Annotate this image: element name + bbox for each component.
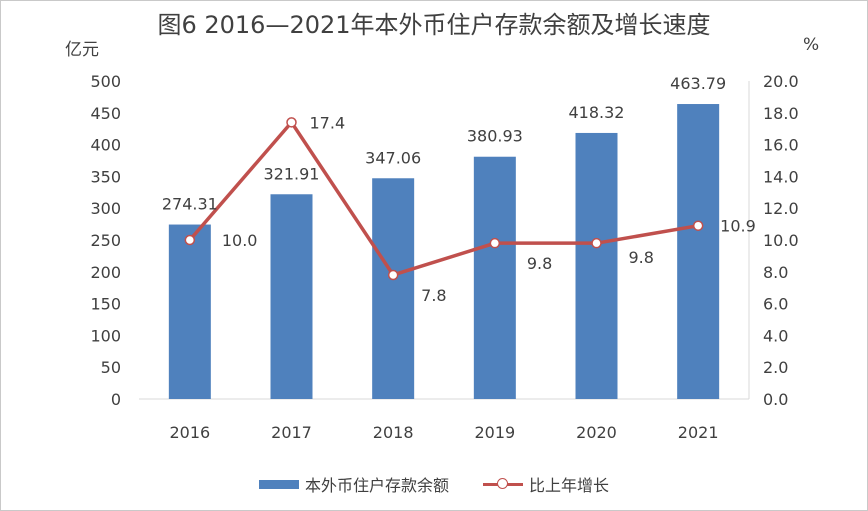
right-axis-tick-label: 14.0 xyxy=(763,167,799,186)
bar-data-label: 274.31 xyxy=(162,195,218,214)
bar-data-label: 380.93 xyxy=(467,127,523,146)
right-axis-tick-label: 10.0 xyxy=(763,231,799,250)
bar-data-label: 418.32 xyxy=(569,103,625,122)
bar xyxy=(473,156,516,399)
left-axis-tick-label: 50 xyxy=(101,358,121,377)
line-data-label: 9.8 xyxy=(629,248,654,267)
growth-line xyxy=(188,120,699,277)
bar xyxy=(677,104,720,400)
line-data-label: 17.4 xyxy=(310,113,346,132)
right-axis-tick-label: 8.0 xyxy=(763,263,788,282)
left-axis-tick-label: 0 xyxy=(111,390,121,409)
right-axis-tick-label: 4.0 xyxy=(763,326,788,345)
right-axis-tick-label: 12.0 xyxy=(763,199,799,218)
growth-point xyxy=(489,237,501,249)
left-axis-tick-label: 100 xyxy=(90,326,121,345)
bar xyxy=(372,178,415,399)
x-axis-tick-label: 2020 xyxy=(576,423,617,442)
x-axis-tick-label: 2016 xyxy=(169,423,210,442)
left-axis-tick-label: 350 xyxy=(90,167,121,186)
left-axis-tick-label: 150 xyxy=(90,295,121,314)
left-axis-tick-label: 250 xyxy=(90,231,121,250)
left-axis-tick-label: 400 xyxy=(90,136,121,155)
chart-plot: 0 50 100 150 200 250 300 350 400 450 500 0.0 2.0 4.0 6… xyxy=(90,72,799,442)
x-axis-tick-label: 2019 xyxy=(474,423,515,442)
growth-point xyxy=(286,117,297,128)
bar-data-label: 463.79 xyxy=(670,74,726,93)
chart-title: 图6 2016—2021年本外币住户存款余额及增长速度 xyxy=(157,11,711,39)
right-axis-tick-label: 20.0 xyxy=(763,72,799,91)
left-axis-tick-label: 500 xyxy=(90,72,121,91)
legend: 本外币住户存款余额 比上年增长 xyxy=(1,472,867,496)
left-axis-tick-label: 300 xyxy=(90,199,121,218)
right-axis-tick-label: 18.0 xyxy=(763,104,799,123)
right-axis-unit: % xyxy=(803,35,820,55)
bar xyxy=(270,194,313,399)
x-axis-tick-label: 2018 xyxy=(373,423,414,442)
growth-point xyxy=(387,269,399,281)
bar xyxy=(575,132,618,399)
left-axis-unit: 亿元 xyxy=(65,40,99,60)
bar-data-label: 347.06 xyxy=(365,148,421,167)
legend-bar-swatch xyxy=(258,479,299,489)
growth-point xyxy=(591,237,602,249)
line-data-label: 9.8 xyxy=(527,254,552,273)
x-axis-tick-label: 2021 xyxy=(678,423,719,442)
bar-data-label: 321.91 xyxy=(264,164,320,183)
line-data-label: 7.8 xyxy=(421,286,446,305)
growth-point xyxy=(692,220,704,231)
bar xyxy=(168,224,211,399)
legend-bar-label: 本外币住户存款余额 xyxy=(304,476,449,495)
legend-item-bar: 本外币住户存款余额 xyxy=(258,472,449,496)
legend-item-line: 比上年增长 xyxy=(483,472,609,496)
left-axis-tick-label: 450 xyxy=(90,104,121,123)
left-axis-tick-label: 200 xyxy=(90,263,121,282)
x-axis-tick-label: 2017 xyxy=(271,423,312,442)
line-data-label: 10.0 xyxy=(222,231,258,250)
growth-point xyxy=(184,234,196,246)
right-axis-tick-label: 6.0 xyxy=(763,295,788,314)
right-axis-tick-label: 0.0 xyxy=(763,390,788,409)
line-data-label: 10.9 xyxy=(720,217,756,236)
legend-line-label: 比上年增长 xyxy=(529,476,610,495)
right-axis-tick-label: 2.0 xyxy=(763,358,788,377)
right-axis-tick-label: 16.0 xyxy=(763,136,799,155)
legend-line-swatch xyxy=(483,478,523,490)
